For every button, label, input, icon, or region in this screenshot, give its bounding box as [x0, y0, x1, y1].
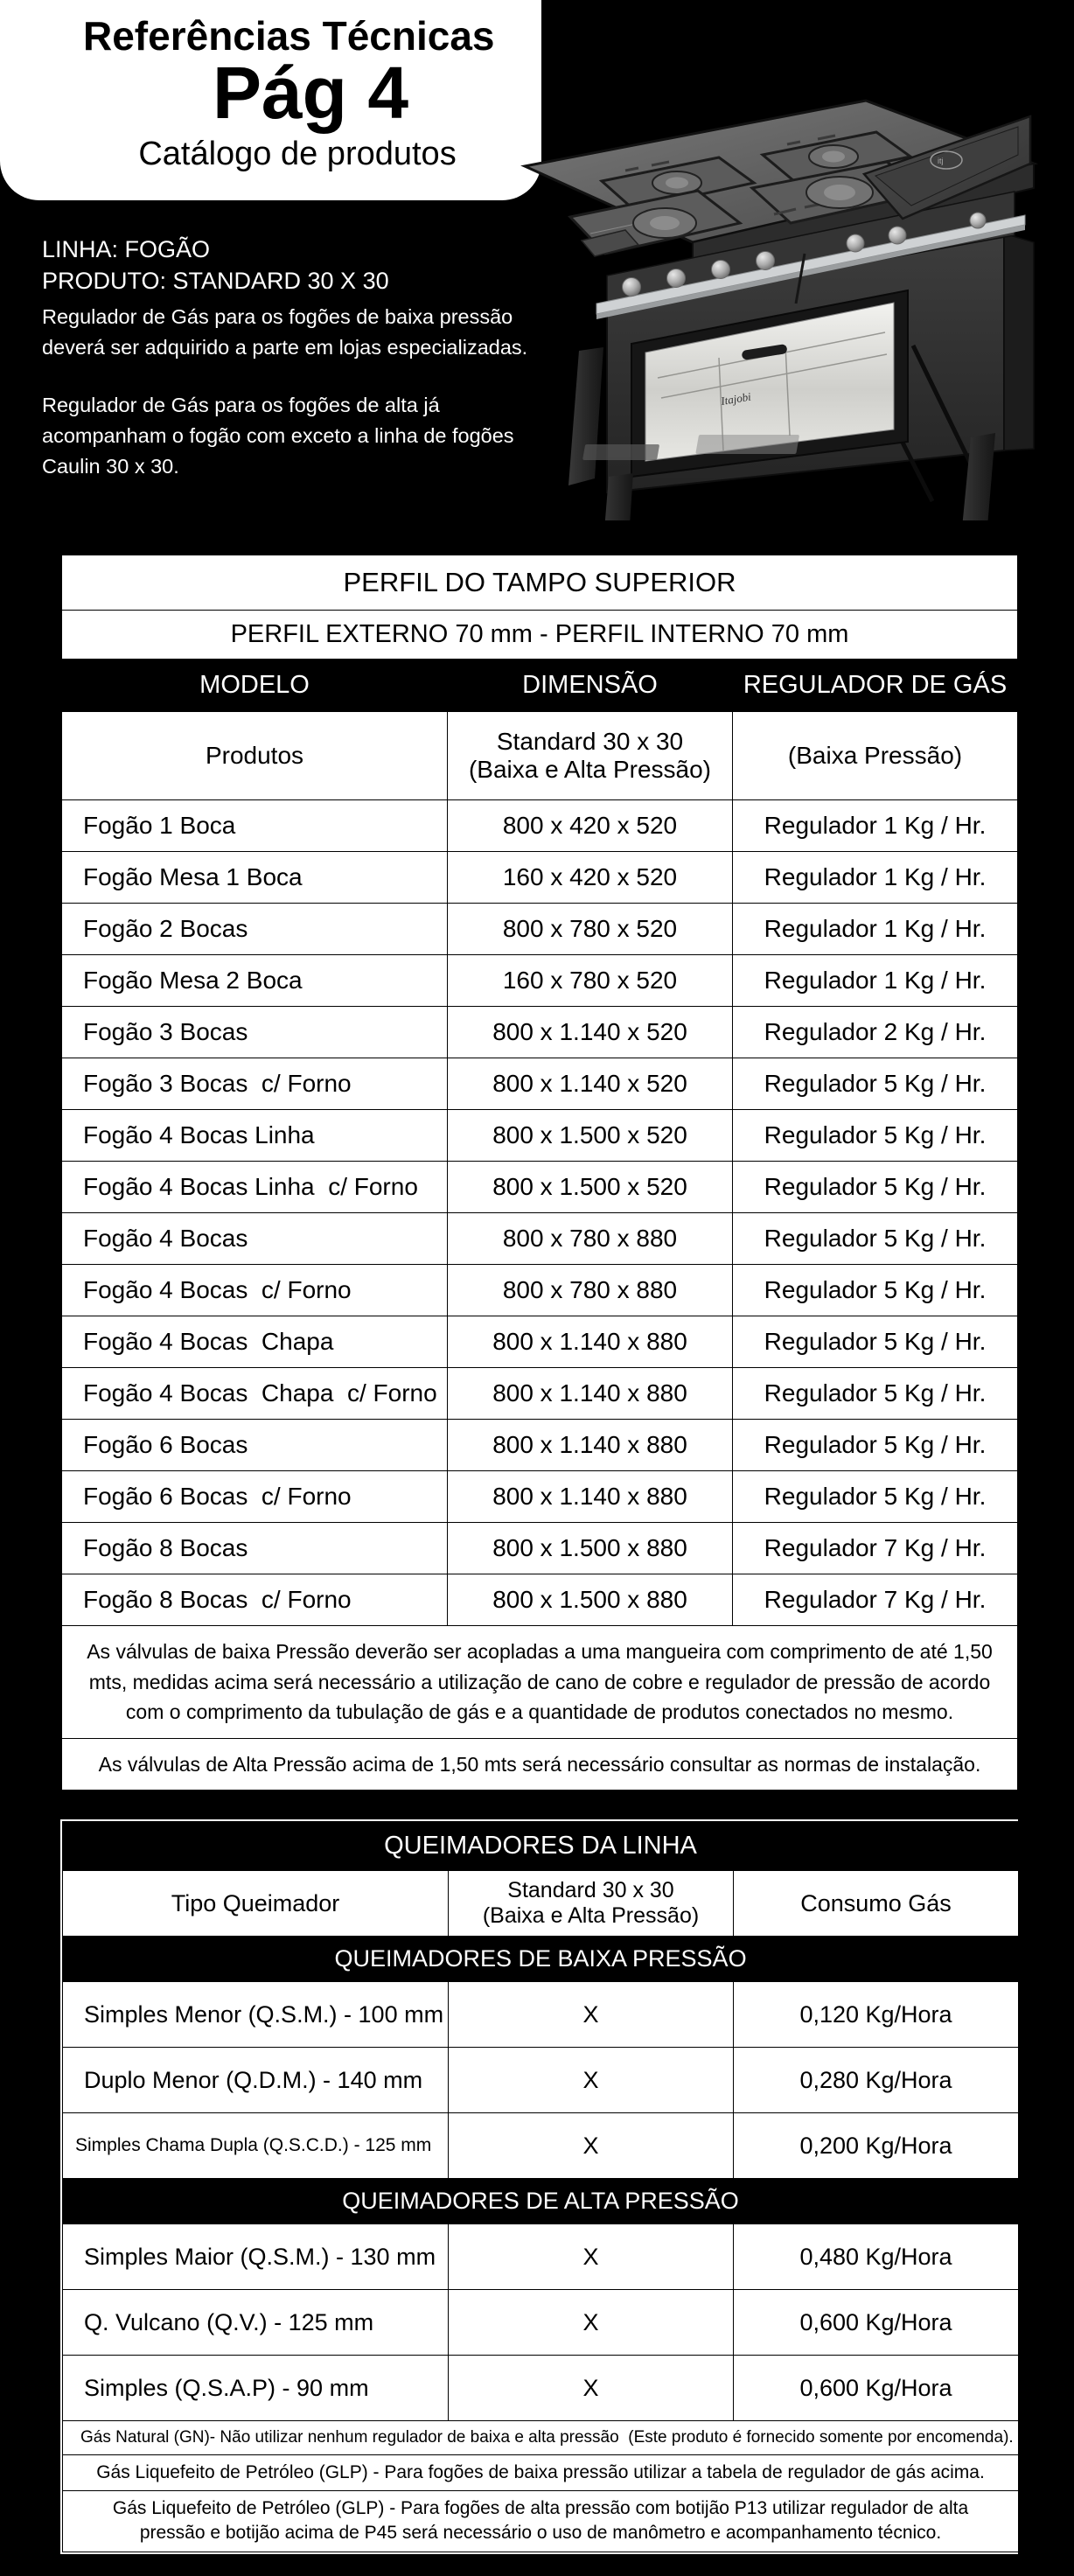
- svg-text:itj: itj: [938, 157, 944, 165]
